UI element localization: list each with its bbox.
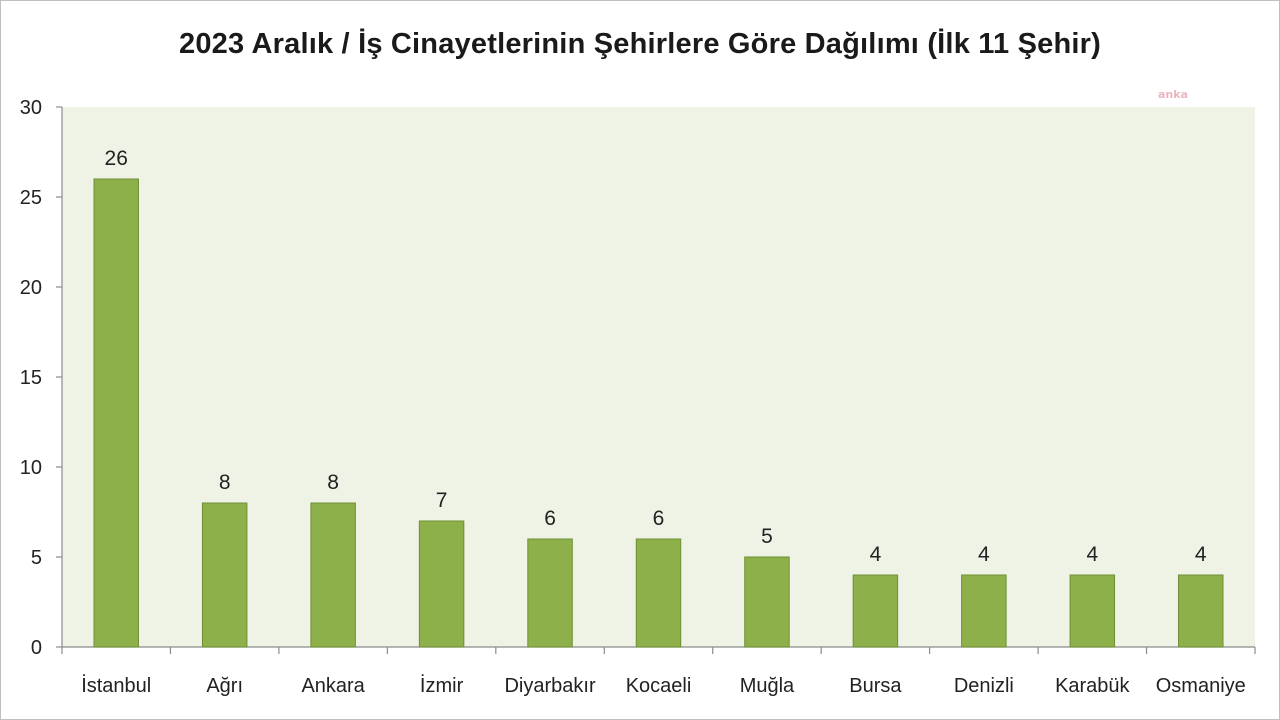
bar-value-label: 26 — [105, 147, 128, 170]
x-tick-label: Muğla — [740, 675, 795, 697]
category-labels: İstanbul Ağrı Ankara İzmir Diyarbakır Kocaeli… — [81, 674, 1246, 697]
bar-value-label: 7 — [436, 489, 448, 512]
bar — [853, 575, 897, 647]
y-tick-label: 30 — [20, 97, 42, 119]
bar — [311, 503, 355, 647]
bar — [745, 557, 789, 647]
bar-value-label: 8 — [219, 471, 231, 494]
x-tick-label: İstanbul — [81, 674, 151, 697]
bar-value-label: 4 — [1086, 543, 1098, 566]
bar — [94, 179, 138, 647]
x-tick-label: Ankara — [301, 675, 365, 697]
x-tick-label: Diyarbakır — [504, 675, 595, 697]
bar — [636, 539, 680, 647]
y-tick-label: 25 — [20, 187, 42, 209]
x-axis — [62, 647, 1255, 654]
x-tick-label: Karabük — [1055, 675, 1130, 697]
x-tick-label: Ağrı — [206, 675, 243, 697]
y-axis: 0 5 10 15 20 25 30 — [20, 97, 62, 659]
y-tick-label: 0 — [31, 637, 42, 659]
bar-value-label: 4 — [978, 543, 990, 566]
y-tick-label: 20 — [20, 277, 42, 299]
x-tick-label: Denizli — [954, 675, 1014, 697]
bar — [1179, 575, 1223, 647]
bar-value-label: 6 — [653, 507, 665, 530]
bar — [1070, 575, 1114, 647]
x-tick-label: Osmaniye — [1156, 675, 1246, 697]
x-tick-label: Kocaeli — [626, 675, 692, 697]
bar-value-label: 4 — [870, 543, 882, 566]
bar — [419, 521, 463, 647]
bar-value-label: 8 — [327, 471, 339, 494]
y-tick-label: 5 — [31, 547, 42, 569]
y-tick-label: 15 — [20, 367, 42, 389]
bar — [202, 503, 246, 647]
x-tick-label: İzmir — [420, 674, 464, 697]
bar — [962, 575, 1006, 647]
bar-value-label: 6 — [544, 507, 556, 530]
x-tick-label: Bursa — [849, 675, 902, 697]
bar-value-label: 5 — [761, 525, 773, 548]
bar-value-label: 4 — [1195, 543, 1207, 566]
y-tick-label: 10 — [20, 457, 42, 479]
bar — [528, 539, 572, 647]
